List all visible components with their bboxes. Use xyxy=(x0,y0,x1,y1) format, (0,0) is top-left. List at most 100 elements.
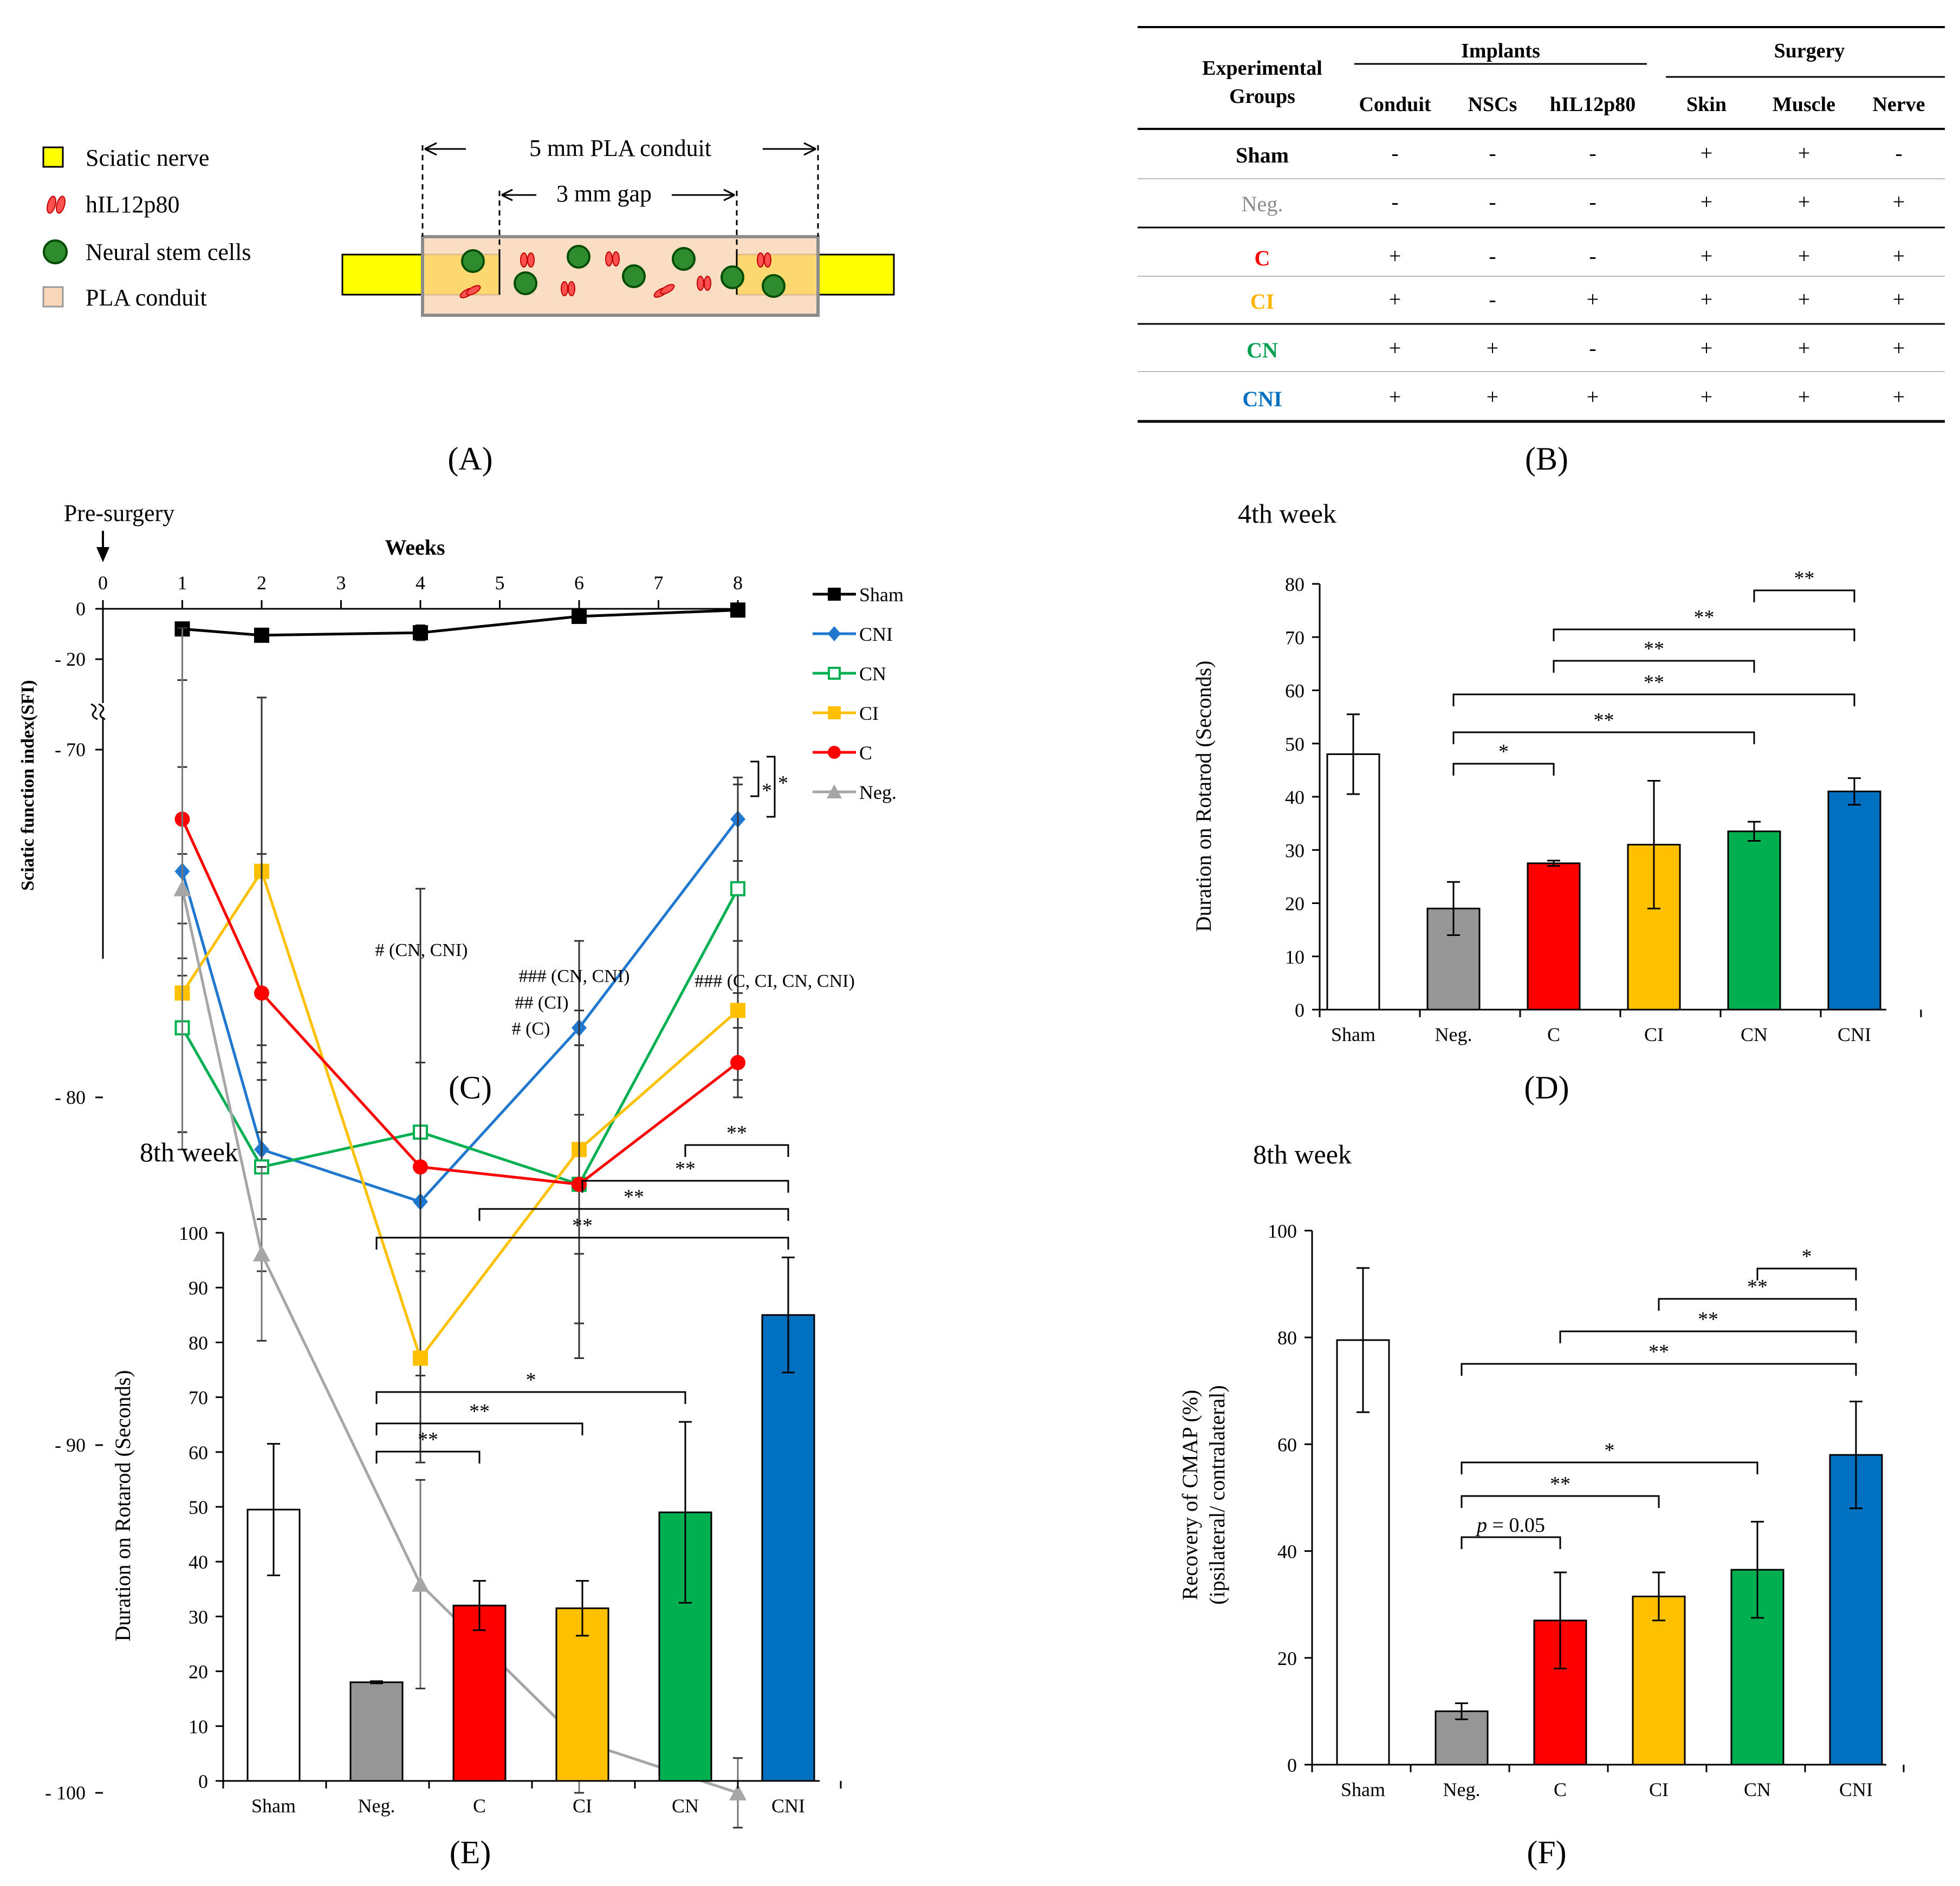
legend-label-sciatic-nerve: Sciatic nerve xyxy=(86,145,209,171)
gap-length-label: 3 mm gap xyxy=(556,180,652,207)
bar-cni xyxy=(1827,790,1881,1011)
neural-stem-cells-in-conduit xyxy=(461,245,786,298)
table-cell: + xyxy=(1798,287,1810,311)
significance-label: ** xyxy=(675,1157,696,1180)
table-cell: + xyxy=(1798,141,1810,165)
table-cell: + xyxy=(1798,244,1810,268)
y-tick-label: 60 xyxy=(1277,1434,1297,1455)
data-point xyxy=(730,1055,745,1070)
table-cell: + xyxy=(1701,190,1713,214)
y-axis-title: Recovery of CMAP (%) xyxy=(1178,1390,1202,1600)
category-label: CI xyxy=(1649,1779,1669,1800)
conduit-dimension xyxy=(421,142,819,255)
y-tick-label: - 80 xyxy=(55,1087,86,1108)
significance-bracket xyxy=(1452,763,1555,776)
data-point xyxy=(730,881,745,896)
panel-label: (D) xyxy=(1524,1070,1569,1105)
table-cell: + xyxy=(1701,287,1713,311)
significance-annotation: ### (C, CI, CN, CNI) xyxy=(695,971,855,991)
significance-label: * xyxy=(762,779,772,802)
category-label: CN xyxy=(672,1795,699,1817)
table-header-groups-line2: Groups xyxy=(1229,85,1295,108)
table-cell: - xyxy=(1589,336,1596,360)
legend-label-pla-conduit: PLA conduit xyxy=(86,284,207,311)
hil12p80-icon xyxy=(47,196,66,214)
significance-bracket xyxy=(1658,1298,1857,1311)
y-axis-title: Duration on Rotarod (Seconds) xyxy=(111,1370,135,1641)
significance-bracket-inner xyxy=(750,760,760,797)
panel-label-a: (A) xyxy=(447,441,492,477)
significance-label: ** xyxy=(1644,638,1664,660)
data-point xyxy=(730,602,745,618)
legend-label: C xyxy=(859,742,872,764)
significance-label: ** xyxy=(1594,709,1614,732)
significance-bracket xyxy=(1756,1267,1857,1280)
y-tick-label: 90 xyxy=(189,1277,208,1299)
table-cell: + xyxy=(1389,287,1401,311)
table-row-label: Neg. xyxy=(1242,192,1283,216)
table-cell: + xyxy=(1587,287,1599,311)
significance-label: * xyxy=(1605,1439,1615,1462)
table-cell: + xyxy=(1389,336,1401,360)
pla-conduit-swatch xyxy=(42,286,64,308)
significance-label: ** xyxy=(1649,1341,1669,1363)
significance-bracket xyxy=(1461,1363,1857,1376)
bar-c xyxy=(452,1604,507,1782)
data-point xyxy=(828,706,841,719)
significance-bracket xyxy=(375,1237,789,1250)
table-cell: + xyxy=(1587,385,1599,409)
category-label: Neg. xyxy=(1435,1024,1472,1045)
y-tick-label: 60 xyxy=(189,1442,208,1464)
y-tick-label: 40 xyxy=(189,1551,208,1573)
significance-label: * xyxy=(1802,1245,1812,1268)
data-point xyxy=(413,1159,428,1175)
y-tick-label: 10 xyxy=(1285,946,1304,968)
table-column-header: NSCs xyxy=(1468,93,1517,116)
panel-label: (E) xyxy=(450,1835,491,1870)
significance-label: ** xyxy=(469,1400,490,1423)
category-label: C xyxy=(1554,1779,1567,1800)
y-tick-label: 80 xyxy=(1277,1327,1297,1349)
bar-ci xyxy=(555,1607,609,1782)
y-tick-label: 40 xyxy=(1285,786,1304,808)
y-tick-label: 70 xyxy=(1285,627,1304,648)
significance-annotation: # (C) xyxy=(512,1019,550,1039)
bar-ci xyxy=(1632,1595,1686,1766)
legend-sciatic-nerve: Sciatic nerve xyxy=(42,145,209,171)
y-tick-label: 100 xyxy=(179,1222,208,1244)
panel-label: (F) xyxy=(1527,1835,1566,1870)
significance-bracket xyxy=(375,1422,583,1435)
legend-neural-stem-cells: Neural stem cells xyxy=(43,239,251,265)
legend-hil12p80: hIL12p80 xyxy=(47,191,180,218)
data-point xyxy=(413,1350,428,1366)
panel-b-table: Experimental Groups Implants Surgery Con… xyxy=(1138,26,1945,477)
significance-label: ** xyxy=(1794,567,1815,590)
data-point xyxy=(254,627,269,643)
x-tick-label: 6 xyxy=(574,572,584,594)
significance-bracket xyxy=(684,1144,789,1157)
panel-label-c: (C) xyxy=(449,1070,492,1105)
table-column-header: hIL12p80 xyxy=(1550,93,1636,116)
category-label: Sham xyxy=(1331,1024,1375,1045)
table-cell: + xyxy=(1389,244,1401,268)
significance-bracket xyxy=(375,1451,481,1464)
y-axis-title: Sciatic function index(SFI) xyxy=(18,680,38,890)
legend-label: CN xyxy=(859,663,886,685)
legend-label-neural-stem-cells: Neural stem cells xyxy=(86,239,251,265)
y-tick-label: - 90 xyxy=(55,1434,86,1456)
legend-label-hil12p80: hIL12p80 xyxy=(86,191,180,218)
chart-title: 8th week xyxy=(140,1137,238,1167)
table-cell: + xyxy=(1701,141,1713,165)
table-column-header: Skin xyxy=(1686,93,1727,116)
y-tick-label: 20 xyxy=(1285,893,1304,915)
legend-label: CNI xyxy=(859,623,893,645)
data-point xyxy=(253,1245,270,1261)
category-label: CN xyxy=(1741,1024,1768,1045)
table-column-header: Conduit xyxy=(1359,93,1431,116)
y-tick-label: 0 xyxy=(76,598,86,620)
y-tick-label: 40 xyxy=(1277,1541,1297,1563)
bar-cni xyxy=(761,1314,815,1782)
table-cell: + xyxy=(1893,244,1905,268)
series-line-cn xyxy=(181,888,739,1186)
